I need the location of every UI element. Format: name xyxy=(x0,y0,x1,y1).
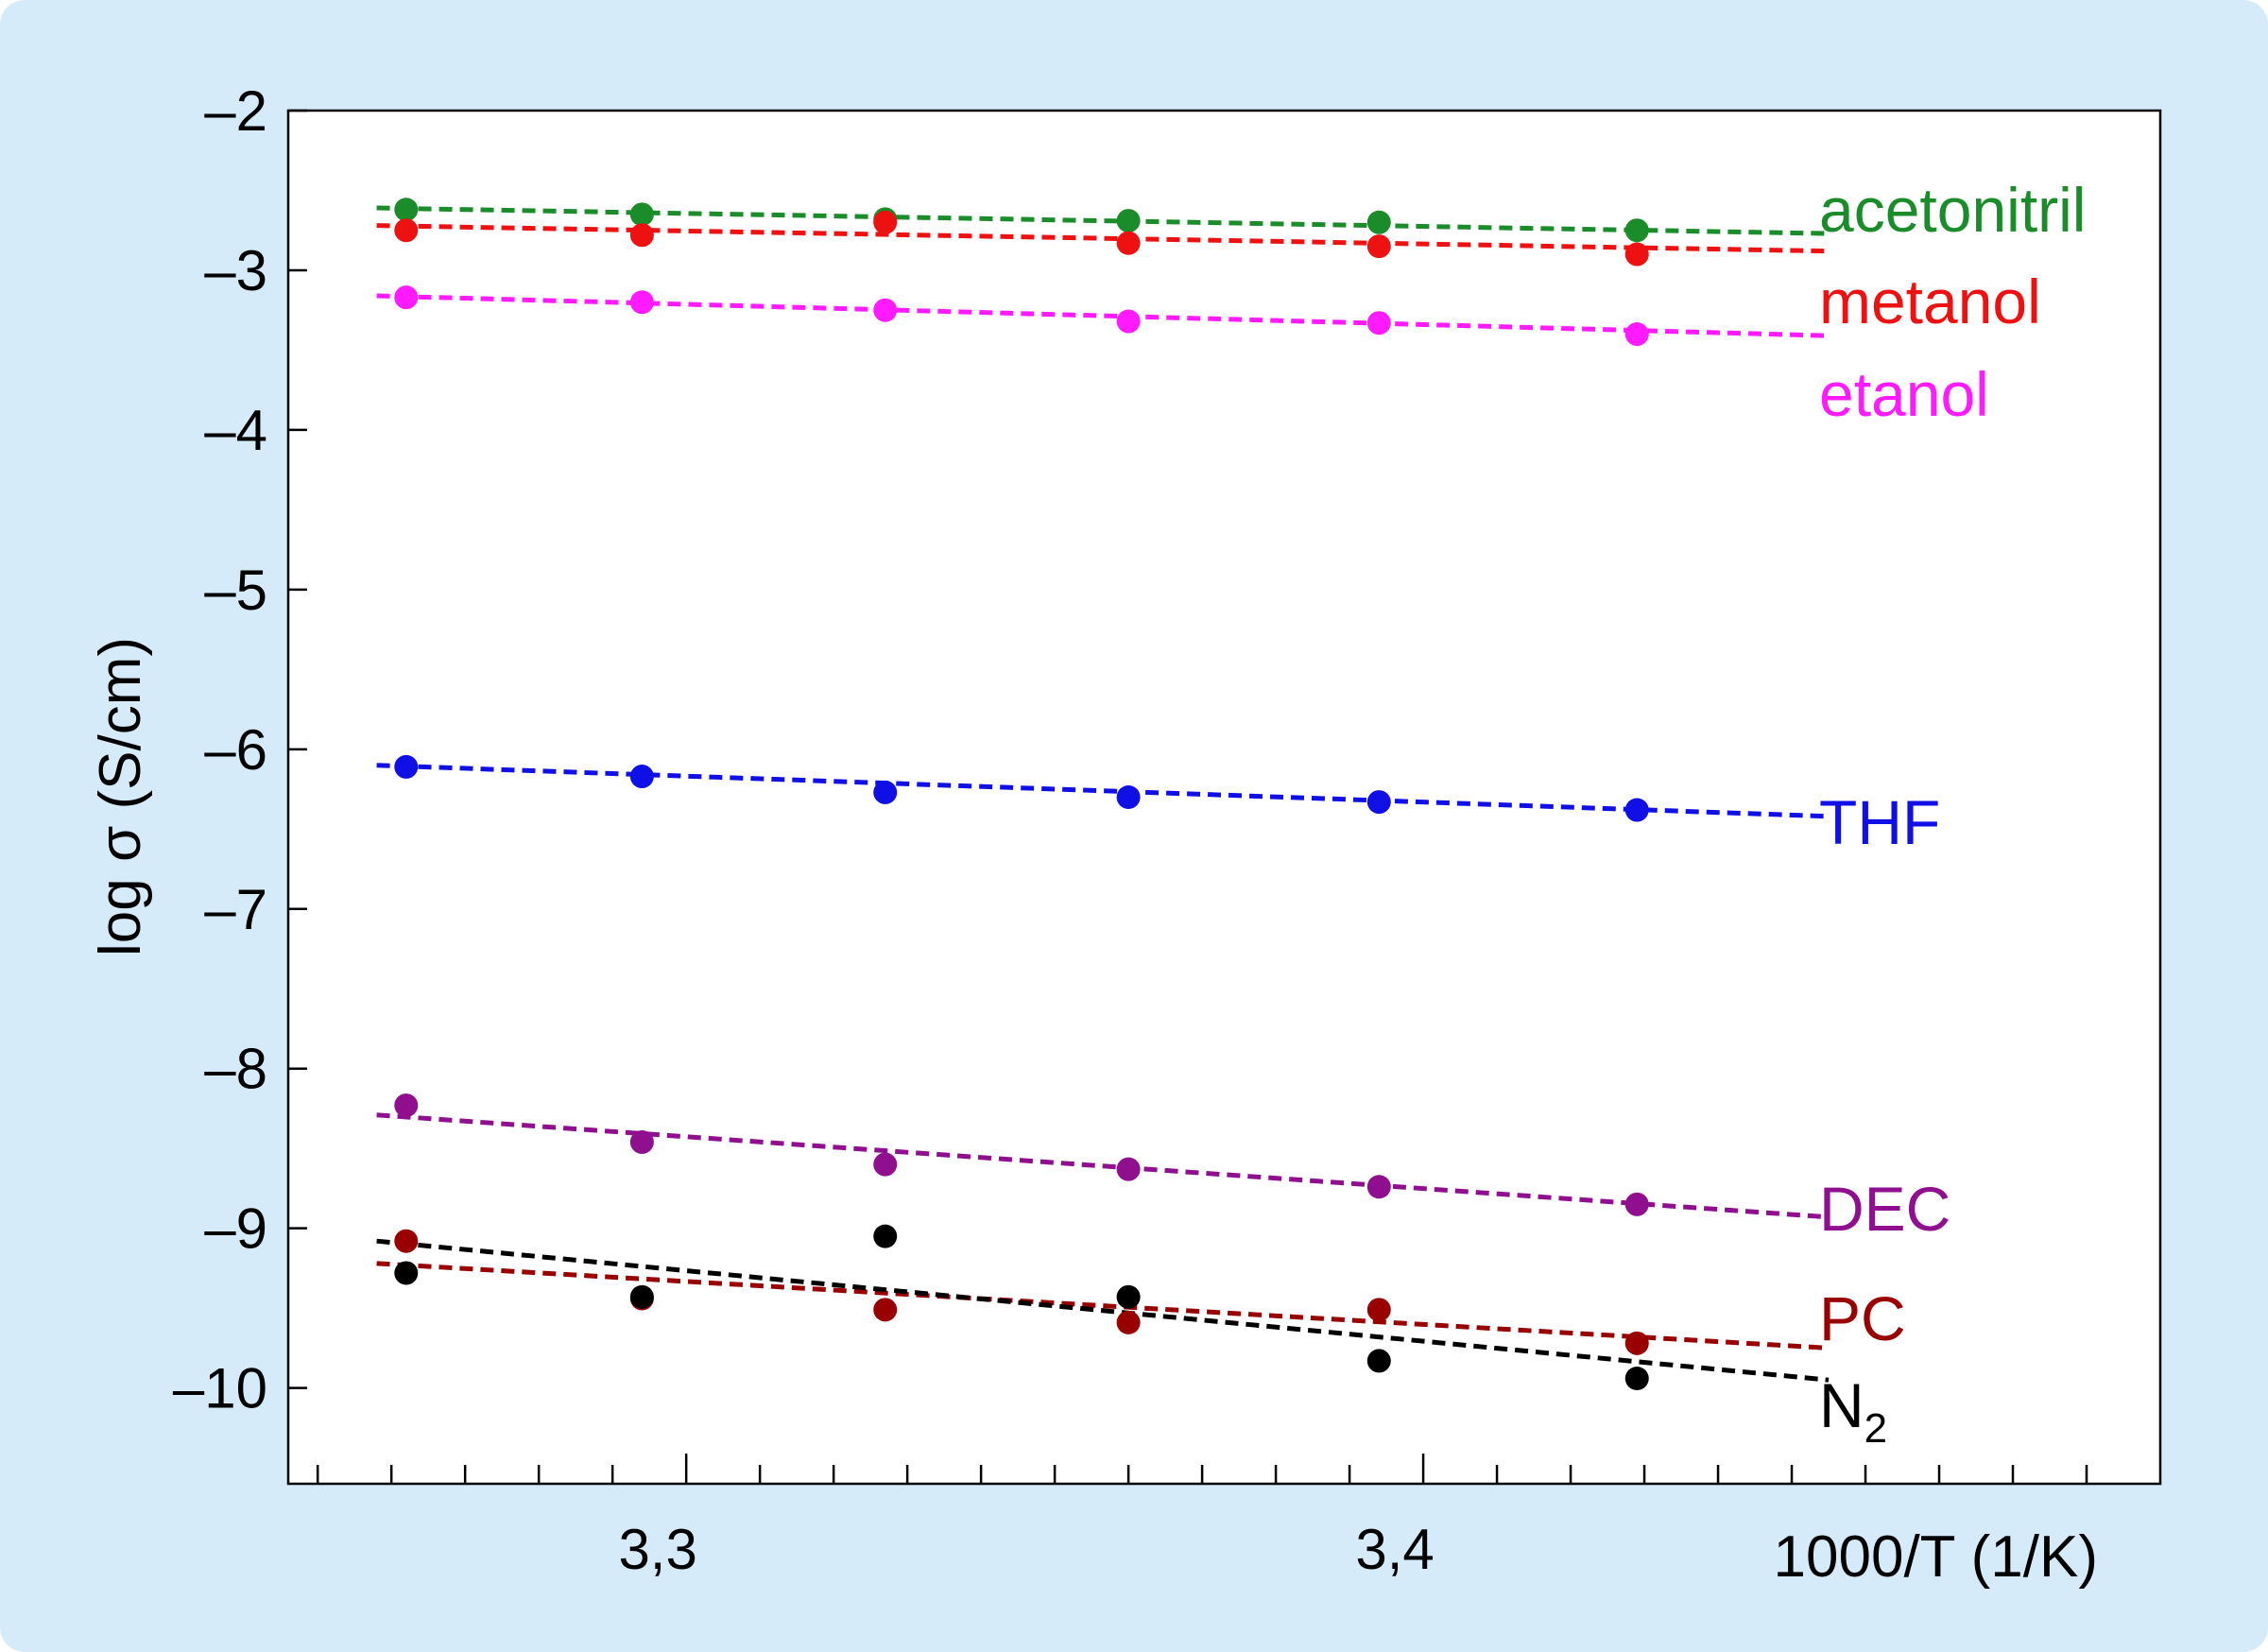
data-point-PC xyxy=(1366,1298,1391,1322)
data-point-N2 xyxy=(873,1224,898,1248)
data-points xyxy=(394,198,1649,1390)
data-point-PC xyxy=(1624,1331,1649,1355)
series-label-subscript: 2 xyxy=(1864,1405,1887,1452)
data-point-etanol xyxy=(394,285,419,310)
data-point-PC xyxy=(1116,1310,1141,1334)
data-point-metanol xyxy=(873,210,898,234)
data-point-N2 xyxy=(629,1284,654,1309)
data-point-THF xyxy=(1366,790,1391,815)
data-point-N2 xyxy=(394,1261,419,1285)
data-point-DEC xyxy=(1366,1175,1391,1199)
series-label-DEC: DEC xyxy=(1819,1174,1950,1244)
data-point-DEC xyxy=(1624,1192,1649,1216)
y-tick-label: –8 xyxy=(204,1038,267,1101)
x-tick-label: 3,3 xyxy=(618,1518,696,1581)
data-point-PC xyxy=(873,1298,898,1322)
data-point-etanol xyxy=(873,298,898,322)
x-axis-ticks: 3,3 3,4 xyxy=(316,1454,2088,1581)
data-point-THF xyxy=(1624,798,1649,822)
y-tick-label: –6 xyxy=(204,718,267,782)
data-point-etanol xyxy=(1624,322,1649,347)
data-point-etanol xyxy=(629,290,654,315)
data-point-acetonitril xyxy=(1624,218,1649,243)
data-point-metanol xyxy=(1366,234,1391,259)
series-label-metanol: metanol xyxy=(1819,267,2041,336)
data-point-THF xyxy=(394,754,419,779)
data-point-DEC xyxy=(1116,1157,1141,1181)
x-axis-label: 1000/T (1/K) xyxy=(1774,1524,2098,1590)
data-point-acetonitril xyxy=(629,202,654,227)
data-point-N2 xyxy=(1366,1349,1391,1373)
fit-line-N2 xyxy=(376,1238,1830,1383)
y-tick-label: –10 xyxy=(173,1357,267,1420)
x-tick-label: 3,4 xyxy=(1355,1518,1434,1581)
data-point-N2 xyxy=(1116,1284,1141,1309)
data-point-DEC xyxy=(394,1093,419,1118)
y-axis-label: log σ (S/cm) xyxy=(88,637,153,956)
data-point-THF xyxy=(873,780,898,804)
series-label-acetonitril: acetonitril xyxy=(1819,175,2086,245)
data-point-DEC xyxy=(873,1152,898,1177)
y-tick-label: –2 xyxy=(204,79,267,143)
data-point-acetonitril xyxy=(394,198,419,222)
fit-line-etanol xyxy=(376,293,1830,338)
fit-line-DEC xyxy=(376,1112,1830,1220)
y-tick-label: –5 xyxy=(204,559,267,622)
data-point-THF xyxy=(629,765,654,789)
data-point-metanol xyxy=(629,223,654,248)
data-point-PC xyxy=(394,1229,419,1253)
fit-lines xyxy=(376,205,1830,1383)
y-tick-label: –4 xyxy=(204,399,267,462)
series-label-THF: THF xyxy=(1819,787,1940,857)
fit-line-PC xyxy=(376,1261,1830,1351)
data-point-acetonitril xyxy=(1366,210,1391,234)
y-tick-label: –3 xyxy=(204,239,267,302)
data-point-metanol xyxy=(1116,231,1141,255)
y-tick-label: –7 xyxy=(204,878,267,941)
fit-line-acetonitril xyxy=(376,205,1830,236)
y-tick-label: –9 xyxy=(204,1197,267,1261)
data-point-etanol xyxy=(1366,311,1391,336)
data-point-metanol xyxy=(394,218,419,243)
data-point-DEC xyxy=(629,1129,654,1154)
series-label-PC: PC xyxy=(1819,1283,1906,1353)
y-axis-ticks: –2 –3 –4 –5 –6 –7 –8 –9 –10 xyxy=(173,79,307,1420)
data-point-N2 xyxy=(1624,1366,1649,1390)
plot-area xyxy=(286,109,2162,1486)
fit-line-THF xyxy=(376,763,1830,819)
fit-line-metanol xyxy=(376,223,1830,254)
series-label-etanol: etanol xyxy=(1819,359,1989,429)
data-point-THF xyxy=(1116,785,1141,809)
data-point-acetonitril xyxy=(1116,209,1141,233)
data-point-etanol xyxy=(1116,309,1141,334)
data-point-metanol xyxy=(1624,242,1649,267)
